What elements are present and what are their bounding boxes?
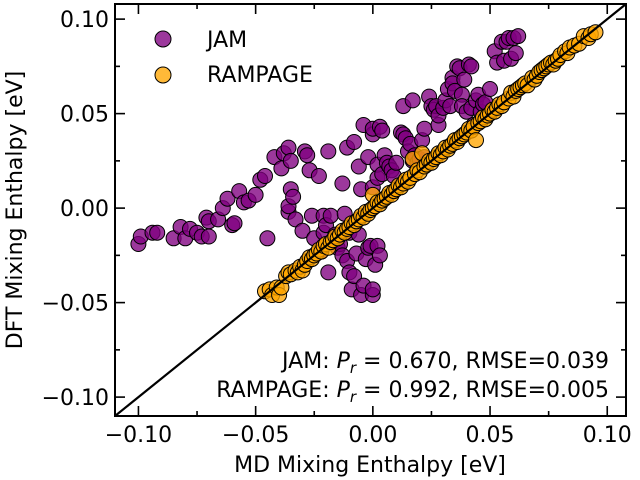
x-tick-labels: −0.10 −0.05 0.00 0.05 0.10 (105, 423, 632, 448)
jam-point (510, 28, 527, 45)
jam-point (404, 92, 421, 109)
stats-annotations: JAM: Pr = 0.670, RMSE=0.039 RAMPAGE: Pr … (216, 349, 609, 406)
jam-point (149, 224, 166, 241)
jam-point (310, 168, 327, 184)
jam-point (280, 139, 297, 156)
jam-point (320, 143, 337, 160)
jam-point (346, 134, 363, 150)
jam-point (282, 152, 299, 169)
jam-point (364, 281, 381, 298)
y-tick-label: −0.10 (42, 386, 109, 411)
jam-point (371, 247, 388, 264)
legend-label-jam: JAM (205, 28, 247, 53)
x-tick-label: 0.10 (583, 423, 632, 448)
jam-point (287, 211, 304, 228)
x-tick-label: 0.05 (466, 423, 515, 448)
jam-point (294, 222, 311, 239)
y-tick-label: 0.10 (60, 8, 109, 33)
annotation-jam: JAM: Pr = 0.670, RMSE=0.039 (280, 349, 609, 377)
plot-frame (114, 3, 627, 417)
jam-point (200, 228, 217, 245)
jam-point (507, 45, 524, 62)
rampage-point (587, 24, 604, 41)
jam-point (299, 147, 316, 164)
jam-point (320, 264, 337, 281)
jam-point (463, 58, 480, 75)
x-axis-label: MD Mixing Enthalpy [eV] (234, 453, 506, 478)
rampage-point (468, 132, 484, 149)
series-jam (130, 28, 527, 303)
y-tick-label: 0.05 (60, 103, 109, 128)
y-tick-label: −0.05 (42, 292, 109, 317)
x-tick-label: −0.05 (222, 423, 289, 448)
jam-point (456, 71, 473, 88)
legend-label-rampage: RAMPAGE (207, 63, 313, 88)
x-tick-label: −0.10 (105, 423, 172, 448)
jam-point (482, 81, 498, 97)
jam-point (285, 188, 302, 205)
jam-point (388, 154, 405, 171)
jam-point (346, 268, 363, 285)
points-layer (130, 24, 604, 303)
axis-ticks (115, 4, 626, 416)
jam-point (322, 207, 339, 224)
jam-point (334, 175, 351, 192)
y-tick-label: 0.00 (60, 197, 109, 222)
legend-marker-rampage (154, 66, 172, 84)
jam-point (219, 190, 236, 207)
identity-reference-line (114, 3, 627, 417)
jam-point (374, 122, 391, 139)
legend-marker-jam (154, 30, 172, 48)
annotation-rampage: RAMPAGE: Pr = 0.992, RMSE=0.005 (216, 378, 609, 406)
jam-point (416, 120, 433, 137)
y-tick-labels: −0.10 −0.05 0.00 0.05 0.10 (42, 8, 109, 411)
jam-point (226, 215, 243, 232)
jam-point (247, 186, 264, 203)
x-tick-label: 0.00 (348, 423, 397, 448)
jam-point (257, 168, 273, 184)
jam-point (259, 230, 276, 247)
legend: JAM RAMPAGE (154, 28, 313, 88)
y-axis-label: DFT Mixing Enthalpy [eV] (3, 71, 28, 350)
